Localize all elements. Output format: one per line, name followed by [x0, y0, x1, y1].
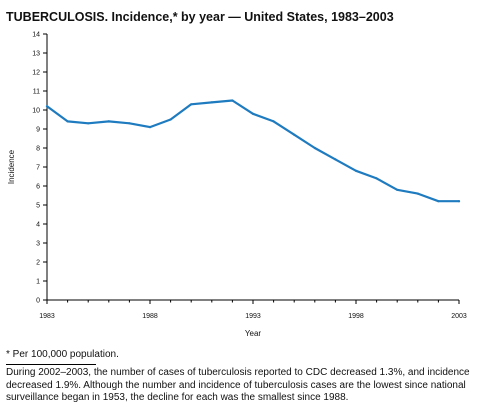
x-tick-label: 1993	[245, 313, 261, 320]
data-point	[416, 192, 419, 195]
footnote: * Per 100,000 population.	[6, 349, 119, 360]
y-tick-label: 6	[36, 184, 40, 191]
y-tick-label: 5	[36, 203, 40, 210]
data-point	[396, 188, 399, 191]
y-tick-label: 4	[36, 222, 40, 229]
x-axis: 1983 1988 1993 1998 2003	[39, 299, 467, 320]
y-tick-label: 9	[36, 127, 40, 134]
y-tick-label: 12	[32, 70, 40, 77]
y-tick-label: 13	[32, 51, 40, 58]
data-point	[334, 158, 337, 161]
note-divider	[6, 364, 96, 365]
y-tick-label: 2	[36, 260, 40, 267]
data-point	[231, 99, 234, 102]
data-point	[107, 120, 110, 123]
data-point	[169, 118, 172, 121]
data-point	[66, 120, 69, 123]
y-tick-label: 0	[36, 298, 40, 305]
chart-title: TUBERCULOSIS. Incidence,* by year — Unit…	[6, 10, 394, 24]
y-tick-label: 3	[36, 241, 40, 248]
summary-note: During 2002–2003, the number of cases of…	[6, 367, 470, 403]
x-tick-label: 2003	[451, 313, 467, 320]
y-tick-label: 8	[36, 146, 40, 153]
x-tick-label: 1983	[39, 313, 55, 320]
series-line	[45, 99, 461, 203]
x-axis-label: Year	[245, 329, 262, 338]
data-point	[457, 200, 461, 203]
data-point	[293, 133, 296, 136]
data-point	[128, 122, 131, 125]
data-point	[45, 105, 49, 108]
y-axis-label: Incidence	[7, 149, 16, 184]
y-tick-label: 11	[33, 89, 40, 96]
data-point	[148, 126, 152, 129]
data-point	[437, 200, 440, 203]
data-point	[190, 103, 193, 106]
y-tick-label: 14	[32, 32, 40, 39]
y-tick-label: 10	[32, 108, 40, 115]
data-point	[251, 112, 255, 115]
data-point	[272, 120, 275, 123]
x-tick-label: 1988	[142, 313, 158, 320]
data-point	[313, 146, 316, 150]
data-point	[354, 169, 358, 172]
data-point	[87, 122, 90, 125]
y-tick-label: 7	[36, 165, 40, 172]
data-point	[375, 177, 378, 180]
data-point	[210, 101, 213, 104]
x-tick-label: 1998	[348, 313, 364, 320]
y-tick-label: 1	[36, 279, 40, 286]
series-incidence	[45, 99, 461, 203]
